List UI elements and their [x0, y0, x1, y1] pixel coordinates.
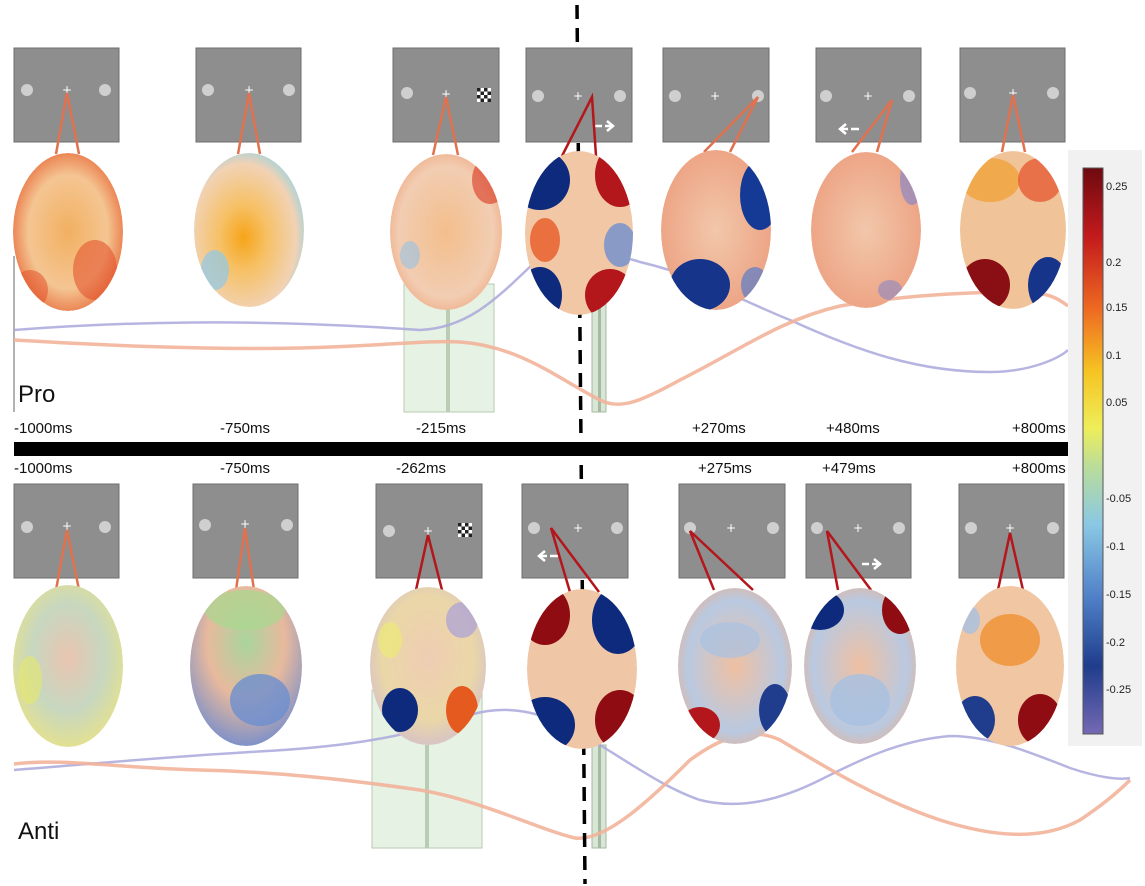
anti-time-label: +479ms [822, 460, 876, 477]
svg-text:+: + [441, 87, 451, 101]
stimulus-screen: + [525, 47, 633, 143]
anti-time-label: +800ms [1012, 460, 1066, 477]
svg-text:+: + [62, 83, 72, 97]
svg-text:+: + [1008, 86, 1018, 100]
colorbar-tick: -0.2 [1106, 637, 1125, 649]
stimulus-screen: + [662, 47, 770, 143]
svg-text:+: + [240, 517, 250, 531]
time-axis-arrow [14, 436, 1133, 462]
pro-time-label: +270ms [692, 420, 746, 437]
checkerboard-icon [458, 523, 472, 537]
anti-row: + + + + [13, 483, 1065, 749]
svg-text:+: + [853, 521, 863, 535]
pro-row: + + + + [13, 47, 1066, 315]
scalp-topography [190, 586, 302, 746]
scalp-topography [811, 152, 921, 308]
colorbar-tick: -0.05 [1106, 493, 1132, 505]
stimulus-screen: + [392, 47, 500, 143]
colorbar-tick: 0.05 [1106, 397, 1128, 409]
pro-time-label: -215ms [416, 420, 467, 437]
pro-time-label: +800ms [1012, 420, 1066, 437]
stimulus-screen: + [958, 483, 1065, 579]
svg-text:+: + [423, 524, 433, 538]
scalp-topography [525, 151, 633, 315]
row-label-anti: Anti [18, 818, 60, 845]
scalp-topography [678, 588, 792, 744]
anti-time-label: -262ms [396, 460, 447, 477]
scalp-topography [13, 153, 123, 311]
row-label-pro: Pro [18, 381, 56, 408]
arrow-left-icon [838, 123, 859, 135]
connector-lines [54, 92, 1027, 157]
pro-time-label: -750ms [220, 420, 271, 437]
stimulus-screen: + [375, 483, 483, 579]
colorbar-tick: -0.25 [1106, 684, 1132, 696]
pro-time-label: -1000ms [14, 420, 73, 437]
arrow-left-icon [537, 550, 558, 562]
colorbar-tick: -0.15 [1106, 589, 1132, 601]
svg-text:+: + [726, 521, 736, 535]
connector-lines [54, 527, 1025, 593]
scalp-topography [527, 589, 637, 749]
scalp-topography [804, 588, 916, 744]
colorbar-tick: -0.1 [1106, 541, 1125, 553]
colorbar-tick: 0.1 [1106, 350, 1122, 362]
arrow-right-icon [594, 120, 615, 132]
svg-text:+: + [573, 89, 583, 103]
checkerboard-icon [477, 88, 491, 102]
svg-text:+: + [863, 89, 873, 103]
stimulus-screen: + [521, 483, 629, 579]
svg-text:+: + [1005, 521, 1015, 535]
colorbar-tick: 0.15 [1106, 302, 1128, 314]
pro-time-label: +480ms [826, 420, 880, 437]
svg-text:+: + [573, 521, 583, 535]
svg-text:+: + [244, 83, 254, 97]
svg-text:+: + [62, 519, 72, 533]
svg-text:+: + [710, 89, 720, 103]
scalp-topography [661, 150, 771, 310]
colorbar [1068, 150, 1142, 746]
colorbar-tick: 0.25 [1106, 181, 1128, 193]
scalp-topography [960, 151, 1066, 309]
anti-time-label: -750ms [220, 460, 271, 477]
anti-time-label: -1000ms [14, 460, 73, 477]
scalp-topography [370, 587, 486, 745]
scalp-topography [956, 586, 1064, 746]
stimulus-screen: + [815, 47, 922, 143]
anti-time-label: +275ms [698, 460, 752, 477]
arrow-right-icon [862, 558, 882, 570]
colorbar-tick: 0.2 [1106, 257, 1122, 269]
stimulus-screen: + [805, 483, 912, 579]
scalp-topography [13, 585, 123, 747]
scalp-topography [194, 153, 304, 307]
stimulus-screen: + [678, 483, 786, 579]
